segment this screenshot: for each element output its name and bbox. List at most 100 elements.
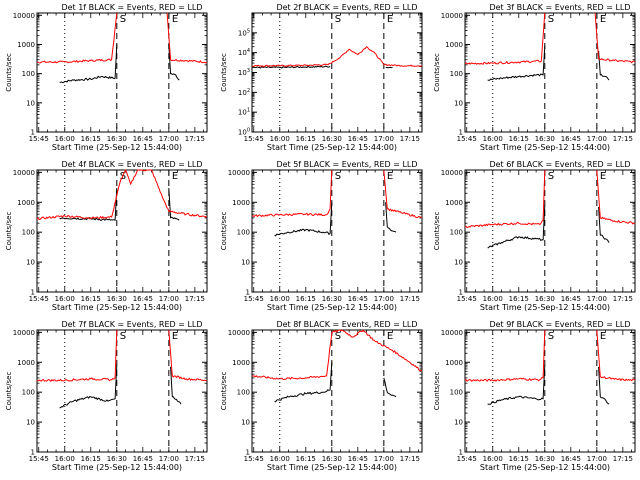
y-tick-label: 1000 (445, 41, 463, 49)
x-tick-label: 16:15 (296, 135, 316, 143)
x-tick-label: 17:15 (400, 135, 420, 143)
y-tick-label: 10000 (441, 12, 463, 20)
lld-line (251, 329, 423, 380)
y-tick-label: 1 (31, 449, 35, 457)
y-axis-label: Counts/sec (5, 372, 13, 411)
y-tick-label: 10 (454, 259, 463, 267)
x-tick-label: 16:15 (81, 455, 101, 463)
panel-det-3: Det 3f BLACK = Events, RED = LLD 1 10 100 10… (433, 3, 636, 152)
plot-frame (36, 329, 208, 453)
x-tick-label: 15:45 (244, 295, 264, 303)
x-tick-label: 16:00 (270, 455, 290, 463)
y-axis-label: Counts/sec (433, 372, 441, 411)
x-tick-label: 16:00 (270, 135, 290, 143)
x-tick-label: 16:30 (107, 295, 127, 303)
y-tick-label: 1000 (232, 199, 250, 207)
events-line-after (598, 50, 610, 81)
y-tick-label: 1000 (17, 359, 35, 367)
y-tick-label: 10000 (13, 169, 35, 177)
marker-label: S (335, 331, 341, 342)
lld-line-after (596, 169, 636, 225)
plot-frame (251, 329, 423, 453)
x-tick-label: 16:00 (483, 295, 503, 303)
x-tick-label: 16:00 (483, 135, 503, 143)
panel-det-2: Det 2f BLACK = Events, RED = LLD 100 101 10… (220, 3, 423, 152)
panel-title: Det 1f BLACK = Events, RED = LLD (61, 3, 202, 12)
marker-label: E (172, 14, 178, 25)
marker-label: E (600, 171, 606, 182)
x-axis-label: Start Time (25-Sep-12 15:44:00) (52, 463, 182, 472)
x-tick-label: 16:45 (348, 455, 368, 463)
x-tick-label: 17:00 (374, 135, 394, 143)
events-line-after (168, 44, 180, 81)
lld-line-after (166, 12, 208, 64)
marker-label: E (172, 171, 178, 182)
panel-title: Det 7f BLACK = Events, RED = LLD (61, 320, 202, 329)
plot-frame (464, 12, 636, 133)
panel-det-4: Det 4f BLACK = Events, RED = LLD 1 10 100 10… (5, 160, 208, 312)
y-tick-label: 100 (450, 229, 463, 237)
y-tick-label: 1 (246, 449, 250, 457)
panel-det-8: Det 8f BLACK = Events, RED = LLD 1 10 100 10… (220, 320, 423, 472)
y-tick-label: 1 (31, 129, 35, 137)
marker-label: S (120, 331, 126, 342)
x-tick-label: 15:45 (457, 135, 477, 143)
x-axis-label: Start Time (25-Sep-12 15:44:00) (480, 143, 610, 152)
y-tick-label: 10000 (441, 329, 463, 337)
x-tick-label: 16:30 (535, 455, 555, 463)
x-tick-label: 16:30 (535, 135, 555, 143)
x-axis-label: Start Time (25-Sep-12 15:44:00) (52, 143, 182, 152)
y-tick-label: 10 (241, 419, 250, 427)
lld-line-after (596, 329, 636, 382)
events-line (274, 202, 333, 237)
y-tick-label: 100 (450, 70, 463, 78)
marker-label: S (335, 14, 341, 25)
x-axis-label: Start Time (25-Sep-12 15:44:00) (267, 303, 397, 312)
x-tick-label: 17:15 (185, 295, 205, 303)
y-axis-label: Counts/sec (433, 212, 441, 251)
y-tick-label: 1000 (17, 41, 35, 49)
x-tick-label: 16:00 (270, 295, 290, 303)
y-tick-label: 10 (454, 99, 463, 107)
x-tick-label: 17:15 (400, 455, 420, 463)
y-tick-label: 1 (459, 129, 463, 137)
y-tick-label: 105 (238, 28, 250, 37)
y-tick-label: 10 (241, 259, 250, 267)
x-tick-label: 16:15 (509, 135, 529, 143)
marker-label: E (387, 14, 393, 25)
y-tick-label: 10 (26, 99, 35, 107)
panel-det-9: Det 9f BLACK = Events, RED = LLD 1 10 100 10… (433, 320, 636, 472)
lld-line (36, 169, 208, 221)
x-axis-label: Start Time (25-Sep-12 15:44:00) (480, 303, 610, 312)
y-axis-label: Counts/sec (5, 212, 13, 251)
x-tick-label: 16:45 (133, 135, 153, 143)
panel-title: Det 3f BLACK = Events, RED = LLD (489, 3, 630, 12)
lld-line (464, 12, 546, 65)
y-tick-label: 100 (450, 389, 463, 397)
panel-det-5: Det 5f BLACK = Events, RED = LLD 1 10 100 10… (220, 160, 423, 312)
x-tick-label: 16:45 (561, 455, 581, 463)
y-tick-label: 100 (22, 229, 35, 237)
events-line (59, 44, 118, 84)
plot-frame (251, 12, 423, 133)
x-axis-label: Start Time (25-Sep-12 15:44:00) (267, 463, 397, 472)
x-tick-label: 16:30 (322, 455, 342, 463)
lld-line (464, 169, 546, 228)
y-tick-label: 1 (31, 289, 35, 297)
events-line (487, 365, 546, 405)
x-tick-label: 16:30 (535, 295, 555, 303)
x-tick-label: 17:15 (185, 455, 205, 463)
y-tick-label: 1000 (445, 199, 463, 207)
events-line-after (168, 187, 180, 221)
lld-line (464, 329, 546, 382)
x-tick-label: 17:00 (587, 455, 607, 463)
panel-title: Det 4f BLACK = Events, RED = LLD (61, 160, 202, 169)
x-tick-label: 16:15 (81, 135, 101, 143)
marker-label: S (548, 331, 554, 342)
x-tick-label: 16:00 (55, 295, 75, 303)
x-axis-label: Start Time (25-Sep-12 15:44:00) (52, 303, 182, 312)
x-tick-label: 16:45 (561, 135, 581, 143)
x-tick-label: 17:15 (613, 455, 633, 463)
y-tick-label: 102 (238, 88, 250, 97)
x-tick-label: 15:45 (457, 455, 477, 463)
